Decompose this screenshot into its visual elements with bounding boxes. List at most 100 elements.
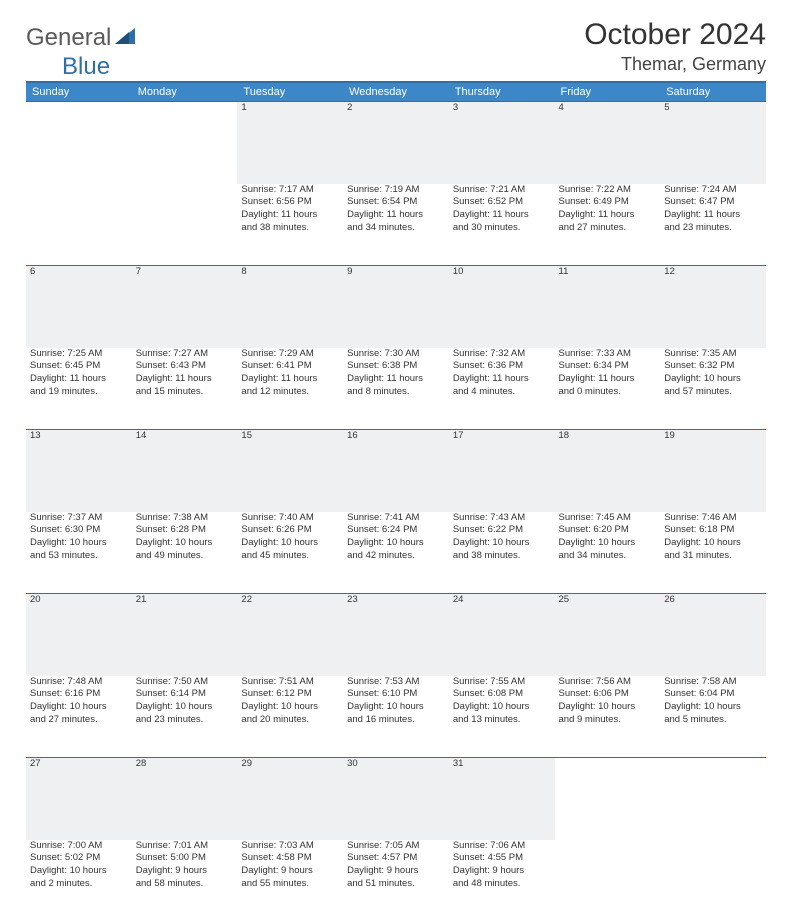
sunset-text: Sunset: 6:10 PM — [347, 688, 445, 701]
day-number: 4 — [555, 102, 661, 184]
day-number: 18 — [555, 430, 661, 512]
day-number: 22 — [237, 594, 343, 676]
day2-text: and 38 minutes. — [453, 550, 551, 563]
sunrise-text: Sunrise: 7:56 AM — [559, 676, 657, 689]
sunrise-text: Sunrise: 7:01 AM — [136, 840, 234, 853]
day-header: Friday — [555, 83, 661, 102]
sunrise-text: Sunrise: 7:29 AM — [241, 348, 339, 361]
day-number: 26 — [660, 594, 766, 676]
day2-text: and 34 minutes. — [347, 222, 445, 235]
sunrise-text: Sunrise: 7:35 AM — [664, 348, 762, 361]
day-number: 20 — [26, 594, 132, 676]
day-cell — [555, 840, 661, 922]
day-cell: Sunrise: 7:22 AMSunset: 6:49 PMDaylight:… — [555, 184, 661, 266]
day-number — [132, 102, 238, 184]
day1-text: Daylight: 10 hours — [664, 537, 762, 550]
day-number: 15 — [237, 430, 343, 512]
day-header: Thursday — [449, 83, 555, 102]
day1-text: Daylight: 11 hours — [664, 209, 762, 222]
day-number: 1 — [237, 102, 343, 184]
day1-text: Daylight: 10 hours — [241, 537, 339, 550]
day-cell: Sunrise: 7:29 AMSunset: 6:41 PMDaylight:… — [237, 348, 343, 430]
day-cell: Sunrise: 7:55 AMSunset: 6:08 PMDaylight:… — [449, 676, 555, 758]
day-cell: Sunrise: 7:37 AMSunset: 6:30 PMDaylight:… — [26, 512, 132, 594]
day-number: 27 — [26, 758, 132, 840]
sunset-text: Sunset: 6:08 PM — [453, 688, 551, 701]
day2-text: and 38 minutes. — [241, 222, 339, 235]
day2-text: and 49 minutes. — [136, 550, 234, 563]
day-cell: Sunrise: 7:58 AMSunset: 6:04 PMDaylight:… — [660, 676, 766, 758]
day1-text: Daylight: 11 hours — [30, 373, 128, 386]
day-number: 23 — [343, 594, 449, 676]
sunset-text: Sunset: 6:49 PM — [559, 196, 657, 209]
sail-icon — [115, 26, 137, 51]
sunrise-text: Sunrise: 7:55 AM — [453, 676, 551, 689]
sunset-text: Sunset: 6:54 PM — [347, 196, 445, 209]
day2-text: and 2 minutes. — [30, 878, 128, 891]
sunset-text: Sunset: 6:47 PM — [664, 196, 762, 209]
day-cell — [26, 184, 132, 266]
day-number: 10 — [449, 266, 555, 348]
day-cell: Sunrise: 7:32 AMSunset: 6:36 PMDaylight:… — [449, 348, 555, 430]
title-block: October 2024 Themar, Germany — [584, 18, 766, 77]
location-label: Themar, Germany — [584, 54, 766, 75]
day1-text: Daylight: 10 hours — [664, 373, 762, 386]
day2-text: and 8 minutes. — [347, 386, 445, 399]
brand-part1: General — [26, 24, 111, 52]
sunrise-text: Sunrise: 7:37 AM — [30, 512, 128, 525]
day-cell: Sunrise: 7:03 AMSunset: 4:58 PMDaylight:… — [237, 840, 343, 922]
sunset-text: Sunset: 6:06 PM — [559, 688, 657, 701]
day1-text: Daylight: 11 hours — [559, 373, 657, 386]
sunset-text: Sunset: 6:32 PM — [664, 360, 762, 373]
day-number: 19 — [660, 430, 766, 512]
day-header: Monday — [132, 83, 238, 102]
daynum-row: 20212223242526 — [26, 594, 766, 676]
sunrise-text: Sunrise: 7:06 AM — [453, 840, 551, 853]
day-number: 31 — [449, 758, 555, 840]
day2-text: and 31 minutes. — [664, 550, 762, 563]
week-row: Sunrise: 7:37 AMSunset: 6:30 PMDaylight:… — [26, 512, 766, 594]
sunrise-text: Sunrise: 7:25 AM — [30, 348, 128, 361]
day-cell: Sunrise: 7:43 AMSunset: 6:22 PMDaylight:… — [449, 512, 555, 594]
day-cell: Sunrise: 7:17 AMSunset: 6:56 PMDaylight:… — [237, 184, 343, 266]
week-row: Sunrise: 7:00 AMSunset: 5:02 PMDaylight:… — [26, 840, 766, 922]
day1-text: Daylight: 10 hours — [347, 537, 445, 550]
day-cell: Sunrise: 7:01 AMSunset: 5:00 PMDaylight:… — [132, 840, 238, 922]
day2-text: and 23 minutes. — [664, 222, 762, 235]
sunrise-text: Sunrise: 7:58 AM — [664, 676, 762, 689]
day1-text: Daylight: 11 hours — [241, 209, 339, 222]
day2-text: and 57 minutes. — [664, 386, 762, 399]
day-cell: Sunrise: 7:00 AMSunset: 5:02 PMDaylight:… — [26, 840, 132, 922]
day-number — [660, 758, 766, 840]
day1-text: Daylight: 11 hours — [453, 373, 551, 386]
sunrise-text: Sunrise: 7:03 AM — [241, 840, 339, 853]
sunrise-text: Sunrise: 7:41 AM — [347, 512, 445, 525]
day-number: 24 — [449, 594, 555, 676]
brand-part2: Blue — [62, 53, 110, 81]
week-row: Sunrise: 7:17 AMSunset: 6:56 PMDaylight:… — [26, 184, 766, 266]
day-header-row: SundayMondayTuesdayWednesdayThursdayFrid… — [26, 83, 766, 102]
day-cell: Sunrise: 7:56 AMSunset: 6:06 PMDaylight:… — [555, 676, 661, 758]
day2-text: and 55 minutes. — [241, 878, 339, 891]
day2-text: and 9 minutes. — [559, 714, 657, 727]
sunset-text: Sunset: 6:24 PM — [347, 524, 445, 537]
day-number: 13 — [26, 430, 132, 512]
month-title: October 2024 — [584, 18, 766, 52]
day2-text: and 13 minutes. — [453, 714, 551, 727]
day-cell: Sunrise: 7:27 AMSunset: 6:43 PMDaylight:… — [132, 348, 238, 430]
day1-text: Daylight: 10 hours — [664, 701, 762, 714]
day-cell — [132, 184, 238, 266]
day-number: 28 — [132, 758, 238, 840]
day-number: 12 — [660, 266, 766, 348]
day-number: 29 — [237, 758, 343, 840]
daynum-row: 13141516171819 — [26, 430, 766, 512]
day1-text: Daylight: 10 hours — [559, 701, 657, 714]
sunrise-text: Sunrise: 7:21 AM — [453, 184, 551, 197]
sunset-text: Sunset: 6:22 PM — [453, 524, 551, 537]
calendar-table: SundayMondayTuesdayWednesdayThursdayFrid… — [26, 83, 766, 922]
sunrise-text: Sunrise: 7:53 AM — [347, 676, 445, 689]
sunset-text: Sunset: 6:56 PM — [241, 196, 339, 209]
sunrise-text: Sunrise: 7:45 AM — [559, 512, 657, 525]
sunrise-text: Sunrise: 7:19 AM — [347, 184, 445, 197]
day-number: 16 — [343, 430, 449, 512]
